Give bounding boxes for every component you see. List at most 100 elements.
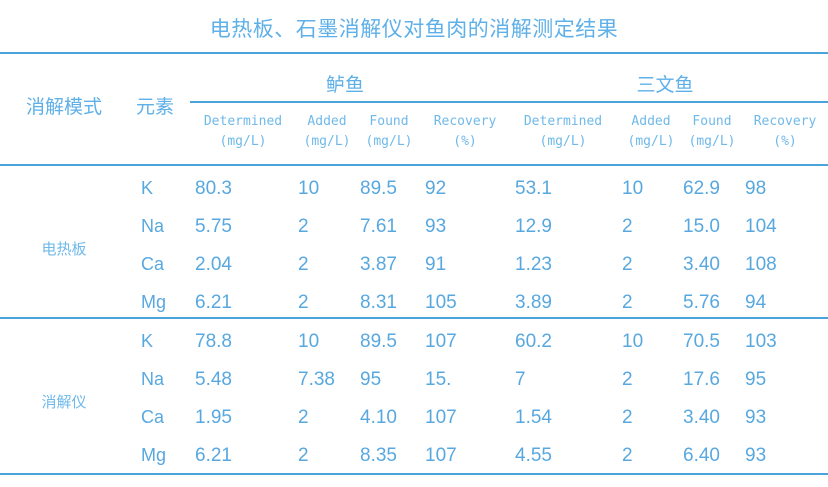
cell-value: 5.48	[195, 369, 232, 390]
cell-value: 78.8	[195, 331, 232, 352]
cell-value: 94	[745, 292, 767, 313]
cell-element: K	[141, 178, 154, 198]
cell-value: 2	[622, 216, 633, 237]
rule-top	[0, 52, 828, 54]
cell-value: 89.5	[360, 331, 397, 352]
cell-value: 10	[298, 178, 320, 199]
sub-header-luyu-found: Found (mg/L)	[360, 112, 418, 152]
cell-value: 6.21	[195, 445, 232, 466]
sub-header-sanwenyu-added: Added (mg/L)	[622, 112, 680, 152]
cell-value: 2.04	[195, 254, 232, 275]
cell-value: 62.9	[683, 178, 720, 199]
cell-value: 17.6	[683, 369, 720, 390]
rule-group-header	[190, 101, 828, 103]
cell-value: 2	[298, 254, 309, 275]
cell-value: 91	[425, 254, 447, 275]
cell-value: 10	[622, 178, 644, 199]
cell-value: 95	[360, 369, 382, 390]
mode-label: 消解仪	[41, 394, 87, 411]
cell-element: Ca	[141, 254, 165, 274]
cell-value: 1.95	[195, 407, 232, 428]
cell-value: 98	[745, 178, 767, 199]
sub-header-label: Recovery	[753, 114, 817, 129]
cell-value: 89.5	[360, 178, 397, 199]
cell-value: 107	[425, 445, 457, 466]
cell-value: 108	[745, 254, 777, 275]
cell-value: 93	[425, 216, 447, 237]
cell-value: 10	[622, 331, 644, 352]
sub-header-luyu-determined: Determined (mg/L)	[195, 112, 291, 152]
cell-value: 1.54	[515, 407, 552, 428]
rule-bottom	[0, 473, 828, 475]
mode-label: 电热板	[41, 241, 87, 258]
cell-value: 93	[745, 445, 767, 466]
cell-value: 7.61	[360, 216, 397, 237]
cell-value: 53.1	[515, 178, 552, 199]
cell-value: 104	[745, 216, 777, 237]
cell-value: 5.75	[195, 216, 232, 237]
cell-element: Ca	[141, 407, 165, 427]
cell-element: K	[141, 331, 154, 351]
cell-value: 8.31	[360, 292, 397, 313]
group-header-luyu: 鲈鱼	[325, 75, 364, 96]
sub-header-label: Added	[631, 114, 671, 129]
sub-header-sanwenyu-found: Found (mg/L)	[683, 112, 741, 152]
cell-element: Mg	[141, 445, 167, 465]
cell-value: 5.76	[683, 292, 720, 313]
cell-value: 2	[622, 254, 633, 275]
sub-header-unit: (%)	[453, 134, 477, 149]
sub-header-label: Found	[692, 114, 732, 129]
rule-header-bottom	[0, 164, 828, 166]
sub-header-label: Determined	[523, 114, 603, 129]
sub-header-sanwenyu-determined: Determined (mg/L)	[515, 112, 611, 152]
sub-header-unit: (mg/L)	[627, 134, 675, 149]
column-header-mode: 消解模式	[25, 97, 102, 118]
cell-element: Mg	[141, 292, 167, 312]
cell-value: 2	[298, 292, 309, 313]
cell-value: 92	[425, 178, 447, 199]
cell-value: 12.9	[515, 216, 552, 237]
cell-value: 7	[515, 369, 526, 390]
cell-value: 95	[745, 369, 767, 390]
cell-value: 2	[622, 407, 633, 428]
cell-value: 2	[622, 445, 633, 466]
cell-value: 3.89	[515, 292, 552, 313]
cell-value: 93	[745, 407, 767, 428]
cell-value: 4.55	[515, 445, 552, 466]
cell-value: 10	[298, 331, 320, 352]
sub-header-unit: (mg/L)	[688, 134, 736, 149]
cell-value: 2	[298, 407, 309, 428]
sub-header-label: Found	[369, 114, 409, 129]
rule-section-divider	[0, 317, 828, 319]
cell-element: Na	[141, 369, 165, 389]
sub-header-label: Determined	[203, 114, 283, 129]
sub-header-unit: (mg/L)	[219, 134, 267, 149]
cell-element: Na	[141, 216, 165, 236]
sub-header-luyu-added: Added (mg/L)	[298, 112, 356, 152]
cell-value: 2	[622, 369, 633, 390]
sub-header-label: Added	[307, 114, 347, 129]
cell-value: 70.5	[683, 331, 720, 352]
sub-header-unit: (mg/L)	[539, 134, 587, 149]
cell-value: 2	[298, 216, 309, 237]
cell-value: 15.	[425, 369, 452, 390]
cell-value: 1.23	[515, 254, 552, 275]
sub-header-luyu-recovery: Recovery (%)	[425, 112, 505, 152]
sub-header-label: Recovery	[433, 114, 497, 129]
cell-value: 105	[425, 292, 457, 313]
cell-value: 3.40	[683, 254, 720, 275]
sub-header-unit: (mg/L)	[365, 134, 413, 149]
cell-value: 60.2	[515, 331, 552, 352]
column-header-element: 元素	[135, 97, 174, 118]
cell-value: 2	[298, 445, 309, 466]
cell-value: 107	[425, 407, 457, 428]
cell-value: 3.40	[683, 407, 720, 428]
group-header-sanwenyu: 三文鱼	[636, 75, 694, 96]
sub-header-unit: (mg/L)	[303, 134, 351, 149]
cell-value: 2	[622, 292, 633, 313]
cell-value: 6.21	[195, 292, 232, 313]
page-title: 电热板、石墨消解仪对鱼肉的消解测定结果	[209, 18, 619, 41]
cell-value: 107	[425, 331, 457, 352]
cell-value: 15.0	[683, 216, 720, 237]
